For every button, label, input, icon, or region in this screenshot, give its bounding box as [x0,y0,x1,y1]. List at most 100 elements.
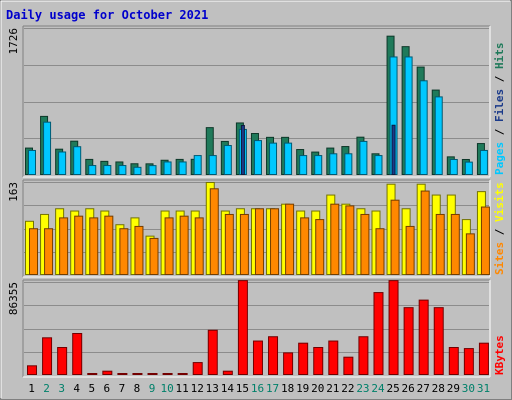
bar-files [434,96,443,175]
bar-sites [270,208,280,275]
bar-pages [391,124,396,175]
bar-kbytes [448,346,459,375]
bar-files [163,161,172,175]
bar-files [479,149,488,175]
day-label: 16 [251,382,264,395]
y-max-label: 163 [7,182,20,202]
legend-entry: KBytes [493,335,506,375]
bar-files [344,153,353,175]
day-label: 5 [88,382,95,395]
legend: KBytes [493,335,506,375]
bar-sites [420,190,430,276]
bar-files [314,155,323,175]
bar-kbytes [403,307,414,375]
bar-files [58,151,67,175]
bar-files [73,146,82,176]
bar-kbytes [328,340,339,375]
day-label: 11 [176,382,189,395]
day-label: 28 [432,382,445,395]
panel-kbytes: 86355 KBytes [7,279,506,378]
bar-kbytes [27,365,37,376]
bar-kbytes [358,336,369,375]
day-label: 27 [417,382,430,395]
panel-visits-sites: 163 Sites / Visits [7,179,506,278]
legend-entry: Visits [493,182,506,222]
bar-files [118,165,127,175]
legend: Sites / Visits [493,182,506,275]
bar-sites [360,213,370,276]
bar-kbytes [313,346,324,375]
legend: Pages / Files / Hits [493,43,506,176]
bar-files [103,165,112,175]
bar-sites [435,213,445,276]
bar-sites [164,217,174,276]
day-label: 20 [311,382,324,395]
day-label: 22 [341,382,354,395]
y-max-label: 1726 [7,28,20,55]
day-label: 3 [58,382,65,395]
bar-kbytes [42,337,53,376]
day-label: 9 [149,382,156,395]
legend-entry: / [493,222,506,242]
legend-entry: Hits [493,43,506,70]
day-label: 24 [371,382,385,395]
bar-files [148,165,157,176]
bar-kbytes [57,346,68,375]
bar-files [223,145,232,176]
bar-sites [29,228,38,275]
bar-files [178,161,187,175]
day-label: 23 [356,382,369,395]
bar-sites [480,206,490,275]
panel-hits-files-pages: 1726 Pages / Files / Hits [7,25,506,178]
legend-entry: Files [493,89,506,122]
bar-kbytes [72,332,83,376]
bar-files [419,80,428,175]
bar-files [284,142,293,176]
bar-kbytes [478,342,489,375]
bar-kbytes [102,370,113,375]
bar-files [269,142,278,176]
bar-sites [390,199,400,275]
day-label: 7 [119,382,126,395]
day-label: 13 [206,382,219,395]
bar-sites [89,217,99,276]
bar-sites [134,225,144,275]
bar-files [329,153,338,175]
bar-files [464,161,473,175]
bar-files [374,155,383,175]
day-label: 4 [73,382,80,395]
bar-files [133,166,142,175]
bar-files [208,155,217,175]
bar-sites [179,215,189,276]
bar-kbytes [132,373,143,375]
bar-files [88,165,97,175]
bar-kbytes [207,329,218,375]
day-label: 30 [462,382,475,395]
legend-entry: / [493,122,506,142]
bar-kbytes [87,373,98,375]
day-label: 2 [43,382,50,395]
day-label: 17 [266,382,279,395]
day-label: 12 [191,382,204,395]
bar-sites [254,208,264,275]
bar-sites [224,213,234,276]
bar-sites [119,228,129,275]
bar-sites [285,203,295,275]
bar-sites [194,217,204,276]
day-label: 1 [28,382,35,395]
day-label: 6 [104,382,111,395]
bar-kbytes [433,307,444,375]
bar-sites [375,228,385,275]
bar-sites [465,233,475,275]
x-axis-day-labels: 1 2 3 4 5 6 7 8 9 10 11 12 13 14 15 16 17 18 19 20 21 22 23 24 2… [28,382,490,395]
day-label: 14 [221,382,235,395]
bar-kbytes [252,340,263,375]
bar-sites [345,205,355,275]
bar-kbytes [147,373,158,375]
bar-kbytes [222,370,233,375]
bar-kbytes [388,280,399,376]
bar-kbytes [117,373,128,375]
bar-kbytes [373,292,384,375]
day-label: 8 [134,382,141,395]
